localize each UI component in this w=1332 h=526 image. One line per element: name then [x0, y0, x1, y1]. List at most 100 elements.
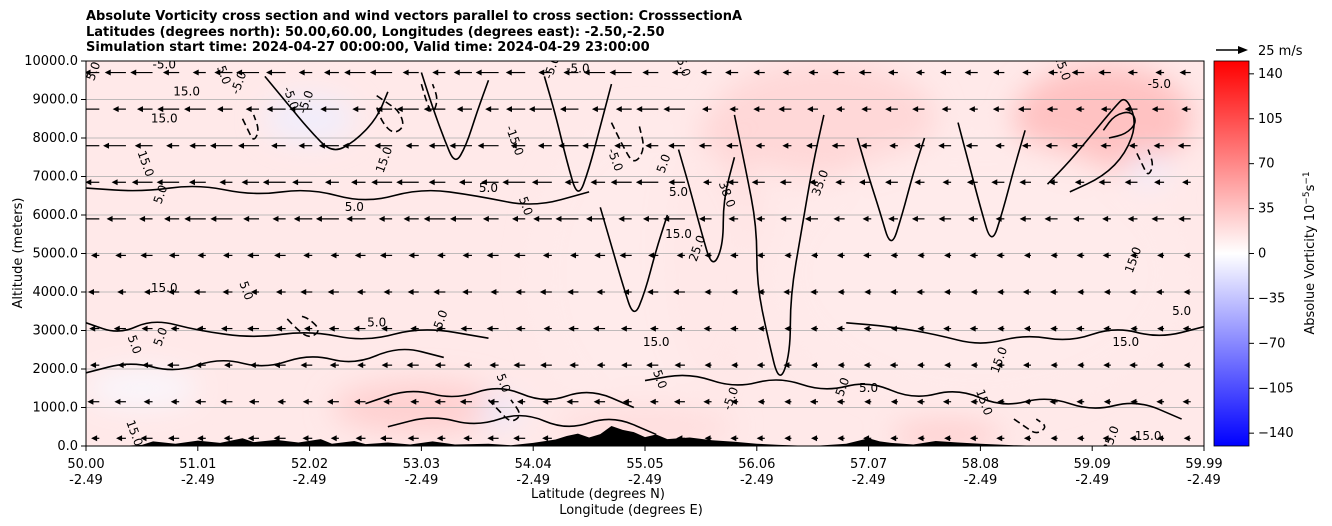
wind-vector-head	[449, 142, 456, 149]
wind-vector-head	[592, 325, 599, 332]
wind-vector-head	[970, 362, 977, 369]
contour-label: -5.0	[1148, 77, 1171, 91]
wind-vector	[646, 362, 659, 369]
wind-vector-head	[197, 435, 204, 442]
wind-vector-head	[1183, 435, 1190, 442]
positive-contour	[264, 75, 389, 151]
wind-vector	[112, 106, 126, 113]
contour-label: 5.0	[669, 185, 688, 199]
wind-vector-head	[804, 215, 811, 222]
wind-vector	[434, 362, 446, 369]
wind-vector-head	[156, 179, 163, 186]
wind-vector	[378, 215, 393, 222]
wind-vector-head	[79, 143, 85, 149]
wind-vector	[542, 398, 552, 405]
wind-vector	[459, 398, 472, 405]
wind-vector-head	[583, 69, 590, 76]
wind-vector	[266, 106, 286, 113]
wind-vector	[1074, 179, 1085, 186]
x-tick-label-longitude: -2.49	[740, 473, 774, 488]
wind-vector-head	[453, 69, 460, 76]
wind-vector-head	[298, 142, 305, 149]
wind-vector	[220, 398, 233, 405]
wind-vector	[220, 325, 233, 332]
wind-vector-head	[702, 106, 709, 113]
wind-vector	[807, 106, 819, 113]
wind-vector	[302, 398, 313, 405]
wind-vector	[583, 69, 606, 76]
title-line-2: Latitudes (degrees north): 50.00,60.00, …	[86, 24, 665, 40]
wind-vector-head	[383, 289, 390, 295]
wind-vector	[757, 398, 765, 405]
wind-vector	[808, 69, 819, 76]
wind-vector-head	[515, 289, 522, 295]
negative-contour	[286, 314, 319, 338]
wind-vector	[408, 252, 419, 259]
wind-vector	[832, 69, 845, 76]
wind-vector	[303, 252, 313, 259]
wind-vector-head	[516, 398, 523, 405]
wind-vector-head	[402, 69, 409, 76]
wind-vector-head	[969, 435, 976, 442]
colorbar-tick-label: 35	[1258, 202, 1275, 217]
wind-vector-head	[326, 398, 333, 405]
wind-vector-head	[245, 106, 252, 113]
wind-vector	[86, 179, 100, 186]
wind-vector-head	[808, 69, 815, 76]
wind-vector-head	[703, 398, 710, 405]
wind-vector-head	[1127, 69, 1134, 76]
wind-vector	[184, 106, 206, 113]
wind-vector-head	[782, 69, 789, 76]
x-tick-label-latitude: 50.00	[67, 457, 104, 472]
wind-vector-head	[1023, 362, 1030, 369]
wind-vector	[1183, 362, 1191, 369]
wind-vector-head	[1022, 289, 1029, 295]
wind-vector	[1155, 69, 1165, 76]
wind-vector	[992, 69, 1005, 76]
wind-vector	[1177, 142, 1191, 149]
wind-vector	[274, 252, 286, 259]
wind-vector	[210, 215, 233, 222]
wind-vector-head	[538, 69, 545, 76]
wind-vector-head	[460, 325, 467, 332]
wind-vector-head	[1044, 215, 1051, 222]
wind-vector-head	[917, 252, 924, 259]
wind-vector	[1100, 142, 1111, 149]
wind-vector	[917, 252, 925, 259]
wind-vector-head	[911, 215, 918, 222]
wind-vector-head	[642, 69, 649, 76]
wind-vector-head	[563, 69, 570, 76]
wind-vector	[192, 69, 206, 76]
wind-vector	[189, 142, 206, 149]
wind-vector-head	[540, 362, 547, 369]
wind-vector	[890, 398, 898, 405]
wind-vector	[862, 215, 872, 222]
wind-vector-head	[618, 215, 625, 222]
wind-vector	[594, 252, 606, 259]
wind-vector-head	[303, 252, 310, 259]
contour-label: 5.0	[236, 279, 256, 302]
wind-vector	[383, 398, 393, 405]
wind-vector	[130, 69, 153, 76]
negative-contour	[1136, 149, 1154, 175]
wind-vector-head	[487, 435, 494, 442]
wind-vector	[755, 142, 765, 149]
wind-vector	[778, 106, 792, 113]
wind-vector	[381, 325, 393, 332]
wind-vector	[782, 69, 792, 76]
wind-vector	[837, 362, 845, 369]
wind-vector	[1182, 179, 1191, 186]
colorbar-tick-label: 0	[1258, 247, 1266, 262]
title-line-1: Absolute Vorticity cross section and win…	[86, 9, 743, 24]
wind-vector	[1076, 252, 1085, 259]
wind-vector-head	[1019, 179, 1026, 186]
wind-vector	[379, 252, 393, 259]
wind-vector	[996, 252, 1005, 259]
contour-label: 15.0	[643, 335, 670, 349]
wind-vector-head	[885, 179, 892, 186]
wind-vector	[304, 325, 313, 332]
wind-vector-head	[410, 398, 417, 405]
wind-vector-head	[864, 398, 871, 405]
wind-vector-head	[304, 325, 311, 332]
